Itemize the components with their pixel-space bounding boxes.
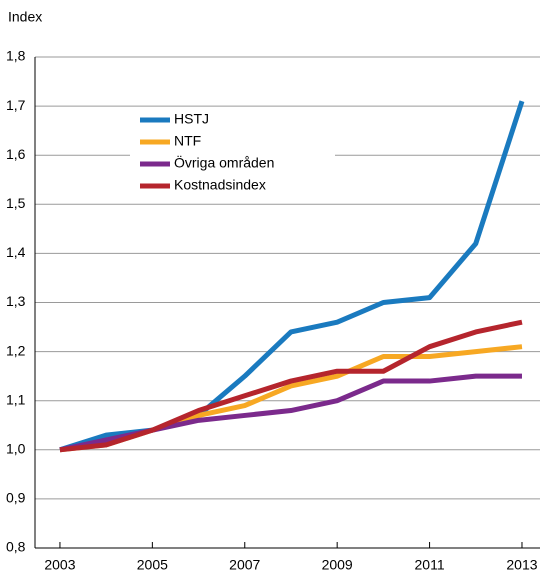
y-tick-label: 0,8: [6, 539, 26, 555]
y-tick-label: 1,3: [6, 293, 26, 309]
x-tick-label: 2009: [322, 557, 353, 573]
x-tick-label: 2007: [229, 557, 260, 573]
legend-box: [130, 108, 335, 198]
legend-label: Kostnadsindex: [174, 177, 266, 193]
series-line: [59, 319, 523, 453]
y-axis-label: Index: [8, 9, 42, 25]
y-tick-label: 1,7: [6, 97, 26, 113]
y-tick-label: 1,5: [6, 195, 26, 211]
y-tick-label: 1,8: [6, 48, 26, 64]
y-tick-label: 1,0: [6, 441, 26, 457]
x-tick-label: 2011: [415, 557, 445, 573]
y-tick-label: 0,9: [6, 490, 26, 506]
x-tick-label: 2005: [137, 557, 168, 573]
legend-label: Övriga områden: [174, 154, 274, 171]
y-tick-label: 1,2: [6, 342, 26, 358]
y-tick-label: 1,6: [6, 146, 26, 162]
x-tick-label: 2003: [44, 557, 75, 573]
legend-label: HSTJ: [174, 111, 209, 127]
y-tick-label: 1,1: [6, 391, 26, 407]
y-tick-label: 1,4: [6, 244, 26, 260]
x-tick-label: 2013: [506, 557, 537, 573]
legend-label: NTF: [174, 133, 201, 149]
